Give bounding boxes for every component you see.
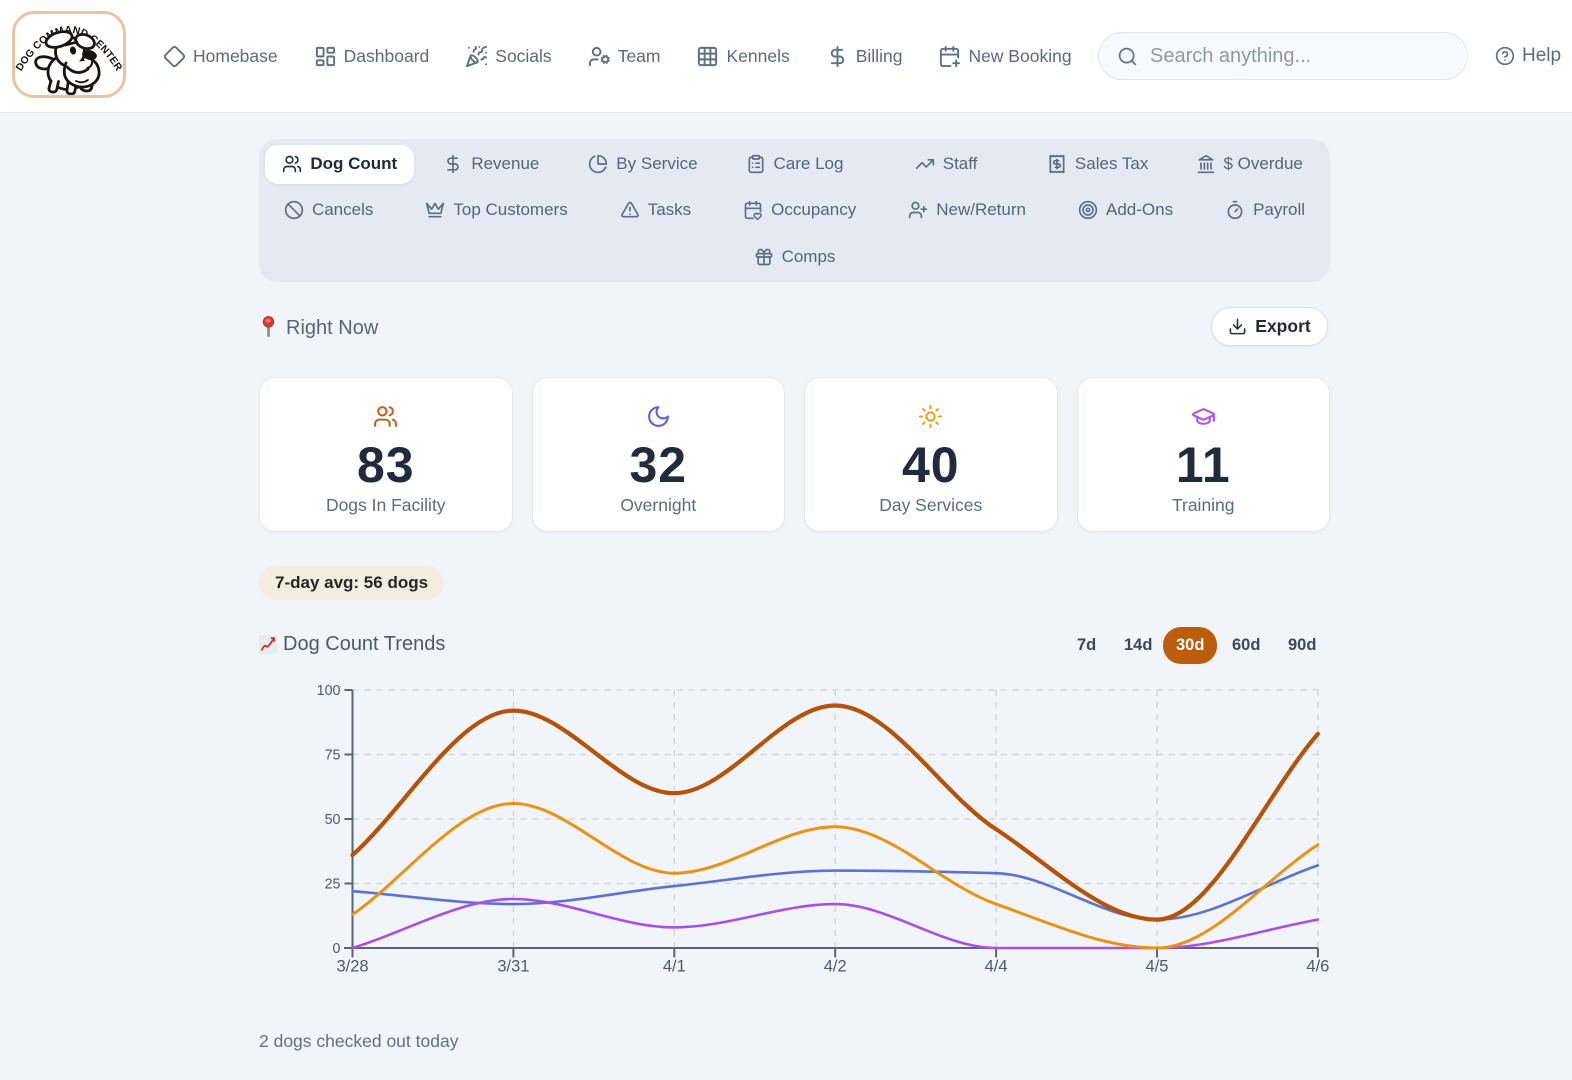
svg-text:4/2: 4/2 xyxy=(824,958,847,976)
svg-text:50: 50 xyxy=(325,812,341,828)
svg-text:3/31: 3/31 xyxy=(497,958,529,976)
svg-text:4/1: 4/1 xyxy=(663,958,686,976)
svg-text:100: 100 xyxy=(317,683,341,699)
svg-text:4/4: 4/4 xyxy=(985,958,1008,976)
svg-text:3/28: 3/28 xyxy=(336,958,368,976)
svg-text:4/5: 4/5 xyxy=(1146,958,1169,976)
svg-text:25: 25 xyxy=(325,877,341,893)
svg-text:4/6: 4/6 xyxy=(1306,958,1329,976)
svg-text:75: 75 xyxy=(325,748,341,764)
svg-text:0: 0 xyxy=(333,941,341,957)
